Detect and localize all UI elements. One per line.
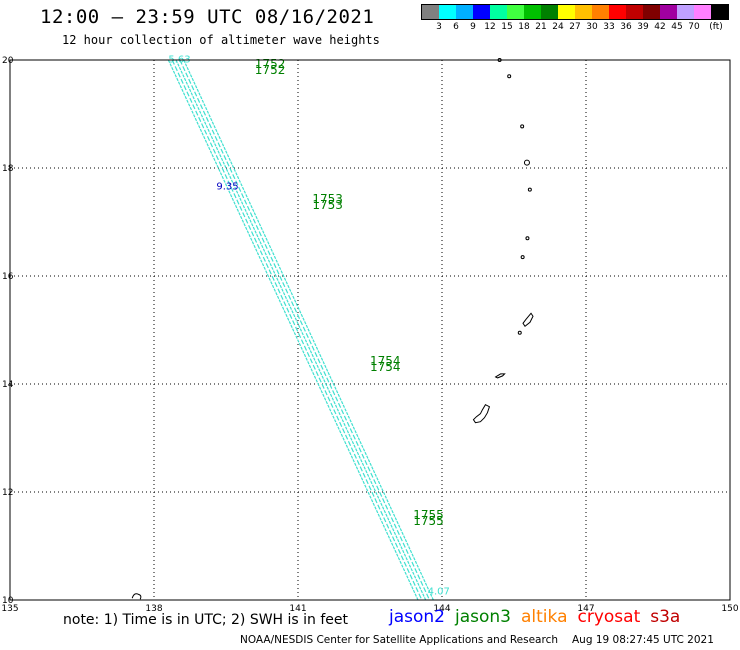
footer-credit: NOAA/NESDIS Center for Satellite Applica… [240,634,714,646]
track-value-label: 9.35 [216,182,238,193]
island-asuncion [507,74,512,79]
scale-label: 27 [569,22,581,32]
track-labels: 5.639.354.071752175217531753175417541755… [168,55,449,598]
satellite-legend: jason2 jason3 altika cryosat s3a [389,607,690,627]
x-tick-label: 135 [1,604,18,614]
island-anatahan [520,255,525,260]
scale-label: 3 [436,22,442,32]
scale-label: 36 [620,22,632,32]
credit-timestamp: Aug 19 08:27:45 UTC 2021 [572,634,714,646]
island-ngulu [131,593,142,600]
scale-swatch [439,5,456,19]
time-label: 1755 [413,508,444,522]
y-tick-label: 20 [2,56,14,66]
scale-swatch [524,5,541,19]
y-tick-label: 10 [2,596,14,606]
x-tick-label: 144 [433,604,450,614]
x-tick-label: 141 [289,604,306,614]
scale-swatch [490,5,507,19]
scale-swatch [422,5,439,19]
scale-swatch [558,5,575,19]
island-agrihan [520,124,525,129]
island-sarigan [525,236,530,241]
scale-label: 70 [688,22,700,32]
island-guam [472,404,491,424]
track-line [167,59,419,601]
chart-subtitle: 12 hour collection of altimeter wave hei… [62,33,380,47]
island-pagan [523,159,530,166]
time-label: 1753 [312,192,343,206]
scale-label: 30 [586,22,598,32]
scale-label: 9 [470,22,476,32]
scale-swatch [541,5,558,19]
island-outlines [131,58,534,600]
axis-labels: 135 138 141 144 147 150 10 12 14 16 18 20 [1,56,738,614]
time-label-shadow: 1753 [312,198,343,212]
time-label: 1754 [370,354,401,368]
time-label-shadow: 1752 [255,63,286,77]
scale-swatch [660,5,677,19]
y-tick-label: 16 [2,272,14,282]
satellite-tracks [167,59,434,601]
credit-text: NOAA/NESDIS Center for Satellite Applica… [240,634,558,646]
scale-swatch [507,5,524,19]
x-tick-label: 138 [145,604,162,614]
scale-swatch [677,5,694,19]
y-tick-label: 18 [2,164,14,174]
scale-label: 15 [501,22,513,32]
scale-swatch [473,5,490,19]
scale-label: 45 [671,22,683,32]
satellite-jason2: jason2 [389,607,445,627]
scale-label: 12 [484,22,496,32]
satellite-s3a: s3a [650,607,681,627]
satellite-jason3: jason3 [455,607,511,627]
scale-label: 33 [603,22,615,32]
scale-label: 24 [552,22,564,32]
y-tick-label: 12 [2,488,13,498]
satellite-altika: altika [521,607,568,627]
time-label-shadow: 1755 [413,514,444,528]
scale-swatch [711,5,728,19]
time-label-shadow: 1754 [370,360,401,374]
color-scale-labels: 3 6 9 12 15 18 21 24 27 30 33 36 39 42 45 70 (ft) [421,20,729,32]
scale-label: 39 [637,22,649,32]
track-value-label: 4.07 [428,587,450,598]
x-tick-label: 147 [577,604,594,614]
scale-swatch [456,5,473,19]
footer-note: note: 1) Time is in UTC; 2) SWH is in fe… [63,612,349,628]
scale-label: 42 [654,22,666,32]
x-tick-label: 150 [721,604,738,614]
scale-swatch [609,5,626,19]
scale-label: 6 [453,22,459,32]
scale-swatch [575,5,592,19]
y-tick-label: 14 [2,380,14,390]
chart-title: 12:00 — 23:59 UTC 08/16/2021 [40,6,375,28]
scale-swatch [592,5,609,19]
map-frame [9,59,731,601]
map-grid [10,60,730,600]
track-line [175,59,427,601]
scale-swatch [694,5,711,19]
scale-label: 21 [535,22,547,32]
island-rota [494,373,506,379]
scale-unit: (ft) [709,22,723,32]
island-alamagan [527,187,532,192]
color-scale-legend: 3 6 9 12 15 18 21 24 27 30 33 36 39 42 45 70 (ft) [421,4,729,32]
track-line [183,59,434,601]
track-line [171,59,423,601]
time-label: 1752 [255,57,286,71]
track-line [179,59,431,601]
scale-swatch [643,5,660,19]
scale-label: 18 [518,22,530,32]
scale-swatch [626,5,643,19]
island-saipan [522,312,534,328]
island-tinian [517,330,522,335]
color-scale-swatches [421,4,729,20]
satellite-cryosat: cryosat [577,607,641,627]
